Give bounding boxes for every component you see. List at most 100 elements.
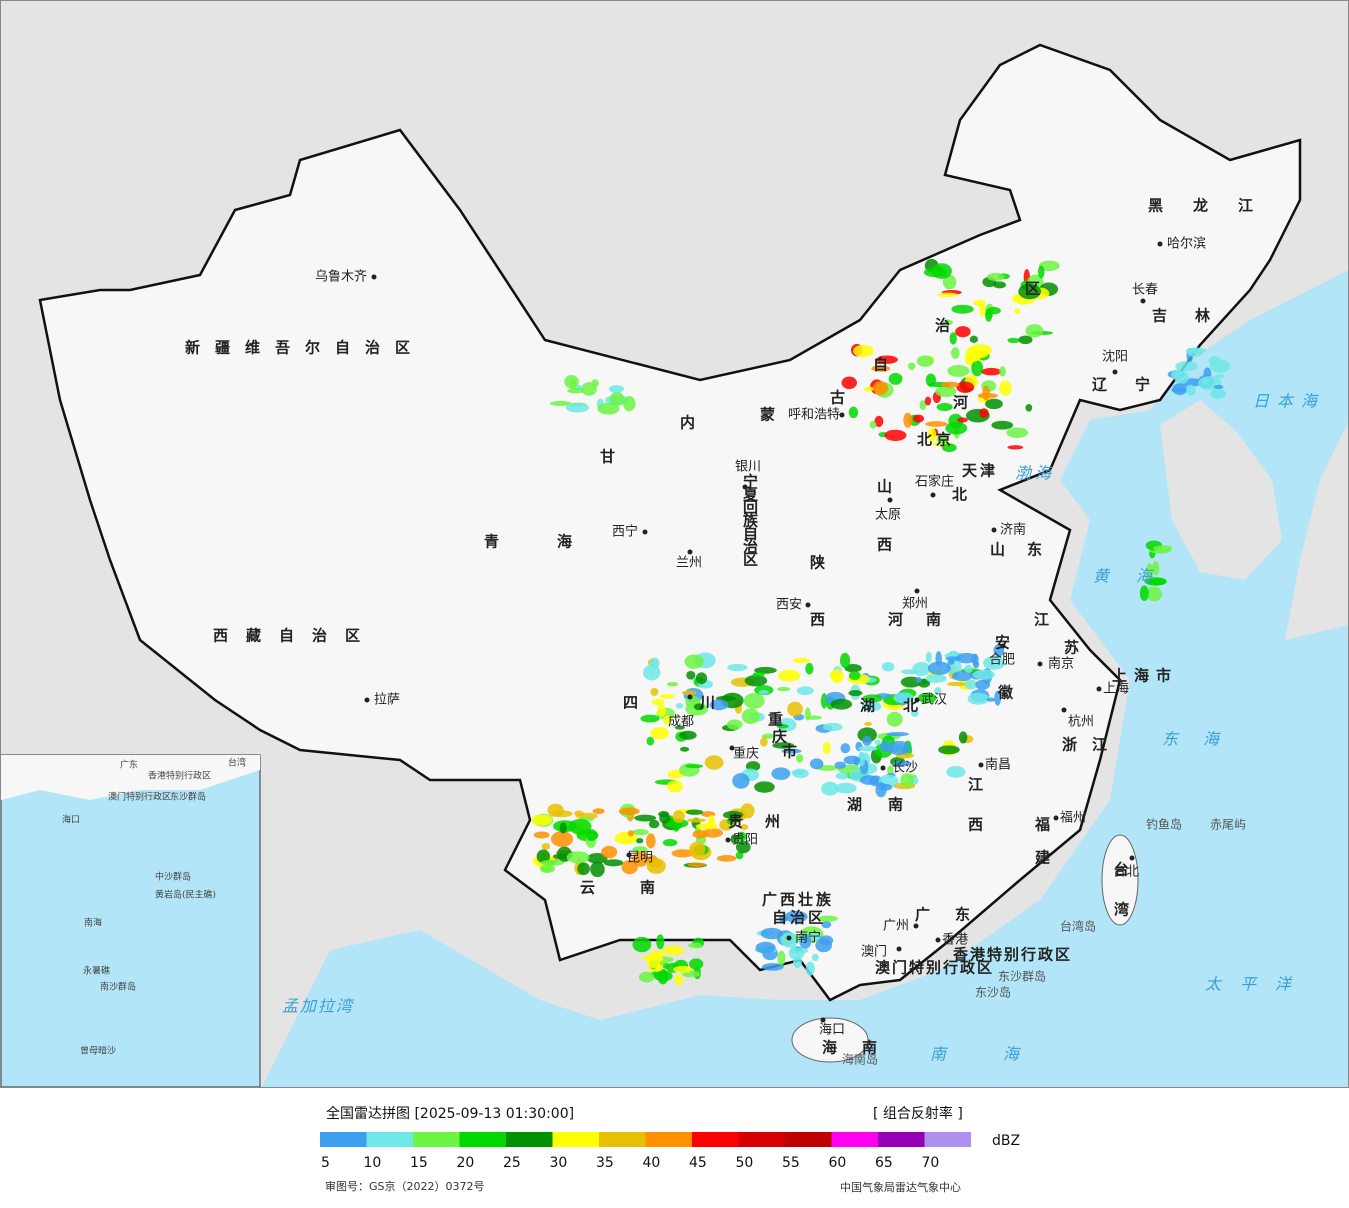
city-label: 武汉 — [921, 693, 947, 708]
city-dot — [1129, 855, 1135, 861]
city-dot — [786, 935, 792, 941]
echo — [777, 686, 791, 692]
scale-label: 15 — [410, 1155, 428, 1171]
echo — [781, 748, 802, 754]
echo — [799, 933, 812, 949]
inset-label: 南海 — [84, 917, 102, 929]
city-label: 南京 — [1048, 656, 1074, 672]
echo — [1172, 383, 1188, 396]
echo — [662, 945, 684, 956]
color-swatch — [831, 1132, 878, 1147]
echo — [839, 652, 851, 669]
inset-label: 中沙群岛 — [155, 871, 191, 883]
echo — [688, 958, 704, 970]
echo — [900, 773, 914, 788]
sea-label: 太平洋 — [1205, 975, 1293, 994]
echo — [656, 934, 665, 950]
echo — [640, 714, 660, 723]
island-label: 海南岛 — [842, 1052, 878, 1067]
echo — [986, 306, 1001, 315]
city-dot — [805, 602, 811, 608]
echo — [627, 830, 634, 837]
sea-label: 日本海 — [1253, 392, 1319, 411]
approval-number: 审图号：GS京（2022）0372号 — [325, 1179, 485, 1193]
echo — [758, 689, 769, 695]
echo — [685, 809, 704, 815]
echo — [925, 651, 932, 663]
echo — [662, 838, 678, 847]
echo — [744, 674, 768, 687]
echo — [858, 751, 866, 767]
echo — [666, 682, 679, 687]
scale-label: 25 — [503, 1155, 521, 1171]
echo — [570, 379, 577, 390]
echo — [707, 815, 716, 829]
echo — [1146, 578, 1167, 586]
city-label: 西安 — [776, 598, 802, 613]
inset-label: 台湾 — [228, 757, 246, 769]
echo — [964, 679, 977, 690]
city-dot — [914, 697, 920, 703]
city-dot — [1096, 686, 1102, 692]
echo — [818, 915, 838, 922]
echo — [848, 406, 859, 419]
province-label: 澳门特别行政区 — [875, 959, 992, 977]
echo — [834, 782, 857, 794]
city-label: 福州 — [1060, 811, 1086, 826]
scale-label: 5 — [321, 1155, 330, 1171]
echo — [925, 673, 947, 683]
city-label: 海口 — [819, 1023, 845, 1038]
inset-label: 澳门特别行政区 — [108, 791, 171, 803]
city-dot — [1037, 661, 1043, 667]
city-label: 南宁 — [795, 930, 821, 946]
echo — [531, 814, 553, 826]
city-label: 哈尔滨 — [1167, 236, 1206, 252]
korea — [1160, 400, 1282, 580]
echo — [648, 819, 660, 829]
echo — [550, 831, 574, 847]
echo — [650, 687, 659, 696]
echo — [903, 412, 913, 428]
echo — [843, 755, 861, 765]
echo — [673, 965, 693, 973]
echo — [796, 754, 804, 763]
echo — [755, 941, 776, 954]
south-china-sea-inset — [0, 754, 261, 1088]
city-dot — [1140, 298, 1146, 304]
echo — [958, 731, 968, 744]
city-dot — [1112, 369, 1118, 375]
echo — [884, 429, 907, 441]
scale-label: 20 — [457, 1155, 475, 1171]
echo — [912, 661, 931, 676]
echo — [674, 725, 685, 730]
color-swatch — [924, 1132, 971, 1147]
echo — [935, 385, 957, 398]
scale-label: 60 — [829, 1155, 847, 1171]
color-swatch — [552, 1132, 599, 1147]
echo — [811, 953, 819, 962]
city-dot — [364, 697, 370, 703]
echo — [1209, 388, 1227, 399]
echo — [632, 846, 648, 853]
echo — [1018, 335, 1033, 345]
echo — [871, 365, 891, 372]
echo — [787, 701, 803, 717]
city-label: 太原 — [875, 508, 901, 523]
echo — [950, 347, 960, 359]
echo — [901, 669, 918, 675]
city-dot — [935, 937, 941, 943]
echo — [840, 743, 851, 754]
echo — [618, 807, 640, 816]
echo — [1038, 260, 1060, 272]
echo — [622, 395, 636, 412]
echo — [772, 742, 795, 749]
scale-label: 30 — [550, 1155, 568, 1171]
echo — [692, 830, 709, 839]
echo — [927, 427, 937, 442]
echo — [659, 693, 675, 699]
echo — [1146, 586, 1163, 602]
city-dot — [1000, 643, 1006, 649]
echo — [586, 829, 598, 841]
city-dot — [687, 694, 693, 700]
